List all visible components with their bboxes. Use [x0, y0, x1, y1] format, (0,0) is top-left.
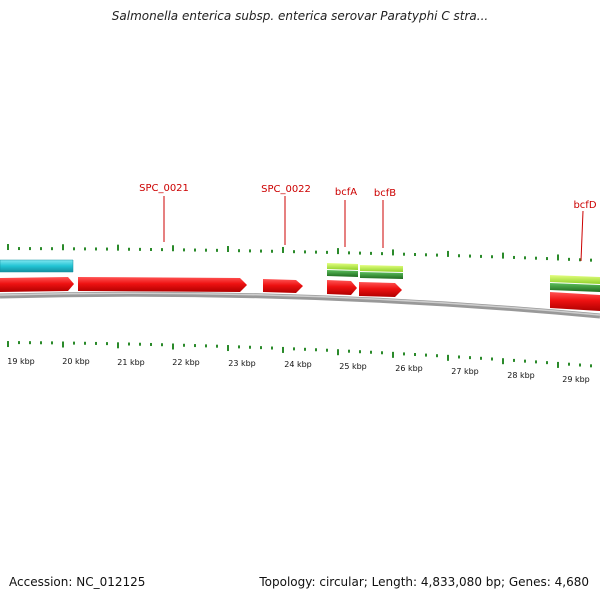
- scale-label: 22 kbp: [172, 358, 200, 367]
- scale-label: 19 kbp: [7, 357, 35, 366]
- scale-label: 28 kbp: [507, 371, 535, 380]
- scale-label: 20 kbp: [62, 357, 90, 366]
- green-feature-bcfa-dark[interactable]: [327, 270, 358, 277]
- gene-arrow-bcfd[interactable]: [550, 292, 600, 311]
- top-tick-ruler: [7, 244, 592, 262]
- topology-text: Topology: circular; Length: 4,833,080 bp…: [259, 575, 589, 589]
- gene-arrow-bcfb[interactable]: [359, 282, 402, 297]
- scale-label: 29 kbp: [562, 375, 590, 384]
- scale-label: 21 kbp: [117, 358, 145, 367]
- scale-label: 24 kbp: [284, 360, 312, 369]
- green-feature-bcfd-light[interactable]: [550, 275, 600, 284]
- bottom-tick-ruler: [7, 341, 592, 368]
- leader-line-bcfd: [580, 210, 584, 262]
- green-feature-bcfa-light[interactable]: [327, 263, 358, 270]
- gene-arrow-bcfa[interactable]: [327, 280, 357, 295]
- genome-backbone-highlight: [0, 292, 600, 316]
- gene-arrow-spc-0022[interactable]: [263, 279, 303, 293]
- gene-label-spc-0021: SPC_0021: [139, 183, 189, 194]
- gene-label-spc-0022: SPC_0022: [261, 184, 311, 195]
- green-feature-bcfd-dark[interactable]: [550, 283, 600, 292]
- gene-label-bcfa: bcfA: [335, 187, 357, 198]
- gene-arrow-spc-0021[interactable]: [78, 277, 247, 292]
- accession-text: Accession: NC_012125: [9, 575, 146, 589]
- scale-label: 26 kbp: [395, 364, 423, 373]
- scale-label: 23 kbp: [228, 359, 256, 368]
- green-feature-bcfb-dark[interactable]: [360, 272, 403, 279]
- gene-arrow-left-edge[interactable]: [0, 277, 74, 292]
- map-title: Salmonella enterica subsp. enterica sero…: [111, 9, 489, 23]
- green-feature-bcfb-light[interactable]: [360, 265, 403, 272]
- scale-label: 27 kbp: [451, 367, 479, 376]
- gene-label-bcfd: bcfD: [573, 200, 596, 211]
- genome-backbone: [0, 291, 600, 319]
- cyan-feature-block[interactable]: [0, 259, 74, 273]
- gene-label-bcfb: bcfB: [374, 188, 396, 199]
- scale-label: 25 kbp: [339, 362, 367, 371]
